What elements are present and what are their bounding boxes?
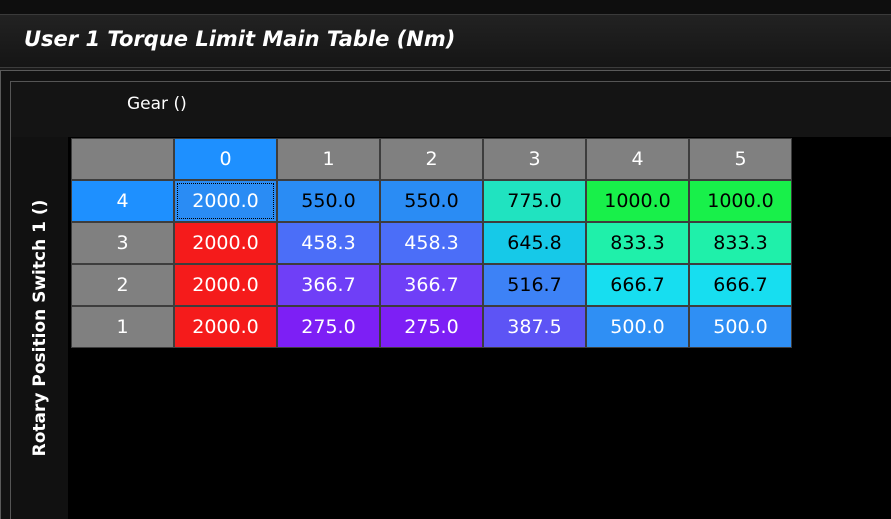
row-header-3[interactable]: 3 <box>71 222 174 264</box>
table-corner <box>71 138 174 180</box>
table-cell[interactable]: 2000.0 <box>174 180 277 222</box>
window-title: User 1 Torque Limit Main Table (Nm) <box>24 27 456 51</box>
table-cell[interactable]: 500.0 <box>689 306 792 348</box>
column-header-0[interactable]: 0 <box>174 138 277 180</box>
x-axis-label: Gear () <box>127 94 187 114</box>
y-axis-label: Rotary Position Switch 1 () <box>30 199 50 457</box>
title-bar: User 1 Torque Limit Main Table (Nm) <box>0 15 891 68</box>
y-axis-panel <box>11 137 68 519</box>
table-cell[interactable]: 387.5 <box>483 306 586 348</box>
row-header-1[interactable]: 1 <box>71 306 174 348</box>
table-cell[interactable]: 550.0 <box>380 180 483 222</box>
table-cell[interactable]: 833.3 <box>689 222 792 264</box>
column-header-4[interactable]: 4 <box>586 138 689 180</box>
table-cell[interactable]: 1000.0 <box>586 180 689 222</box>
table-cell[interactable]: 1000.0 <box>689 180 792 222</box>
table-cell[interactable]: 366.7 <box>380 264 483 306</box>
table-cell[interactable]: 2000.0 <box>174 306 277 348</box>
column-header-1[interactable]: 1 <box>277 138 380 180</box>
table-cell[interactable]: 833.3 <box>586 222 689 264</box>
column-header-3[interactable]: 3 <box>483 138 586 180</box>
table-cell[interactable]: 550.0 <box>277 180 380 222</box>
table-cell[interactable]: 645.8 <box>483 222 586 264</box>
table-cell[interactable]: 500.0 <box>586 306 689 348</box>
table-cell[interactable]: 666.7 <box>689 264 792 306</box>
table-cell[interactable]: 366.7 <box>277 264 380 306</box>
table-cell[interactable]: 775.0 <box>483 180 586 222</box>
table-cell[interactable]: 2000.0 <box>174 264 277 306</box>
row-header-2[interactable]: 2 <box>71 264 174 306</box>
table-cell[interactable]: 458.3 <box>277 222 380 264</box>
torque-limit-table[interactable]: 0 1 2 3 4 5 4 2000.0 550.0 550.0 775.0 1000.0 1000.0… <box>71 138 792 348</box>
column-header-2[interactable]: 2 <box>380 138 483 180</box>
row-header-4[interactable]: 4 <box>71 180 174 222</box>
table-cell[interactable]: 275.0 <box>277 306 380 348</box>
table-cell[interactable]: 458.3 <box>380 222 483 264</box>
table-cell[interactable]: 666.7 <box>586 264 689 306</box>
table-cell[interactable]: 2000.0 <box>174 222 277 264</box>
table-cell[interactable]: 275.0 <box>380 306 483 348</box>
window-top-strip <box>0 0 891 15</box>
column-header-5[interactable]: 5 <box>689 138 792 180</box>
table-cell[interactable]: 516.7 <box>483 264 586 306</box>
